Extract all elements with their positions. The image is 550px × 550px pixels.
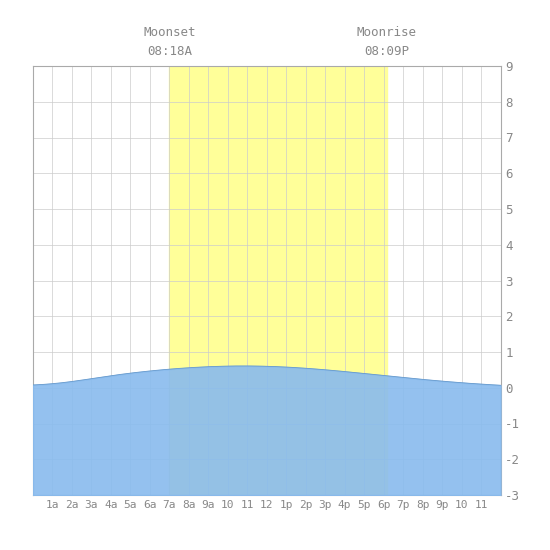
Text: Moonrise: Moonrise: [356, 25, 416, 39]
Text: 08:18A: 08:18A: [147, 45, 192, 58]
Text: 08:09P: 08:09P: [364, 45, 409, 58]
Bar: [169, 66, 387, 495]
Text: Moonset: Moonset: [143, 25, 196, 39]
